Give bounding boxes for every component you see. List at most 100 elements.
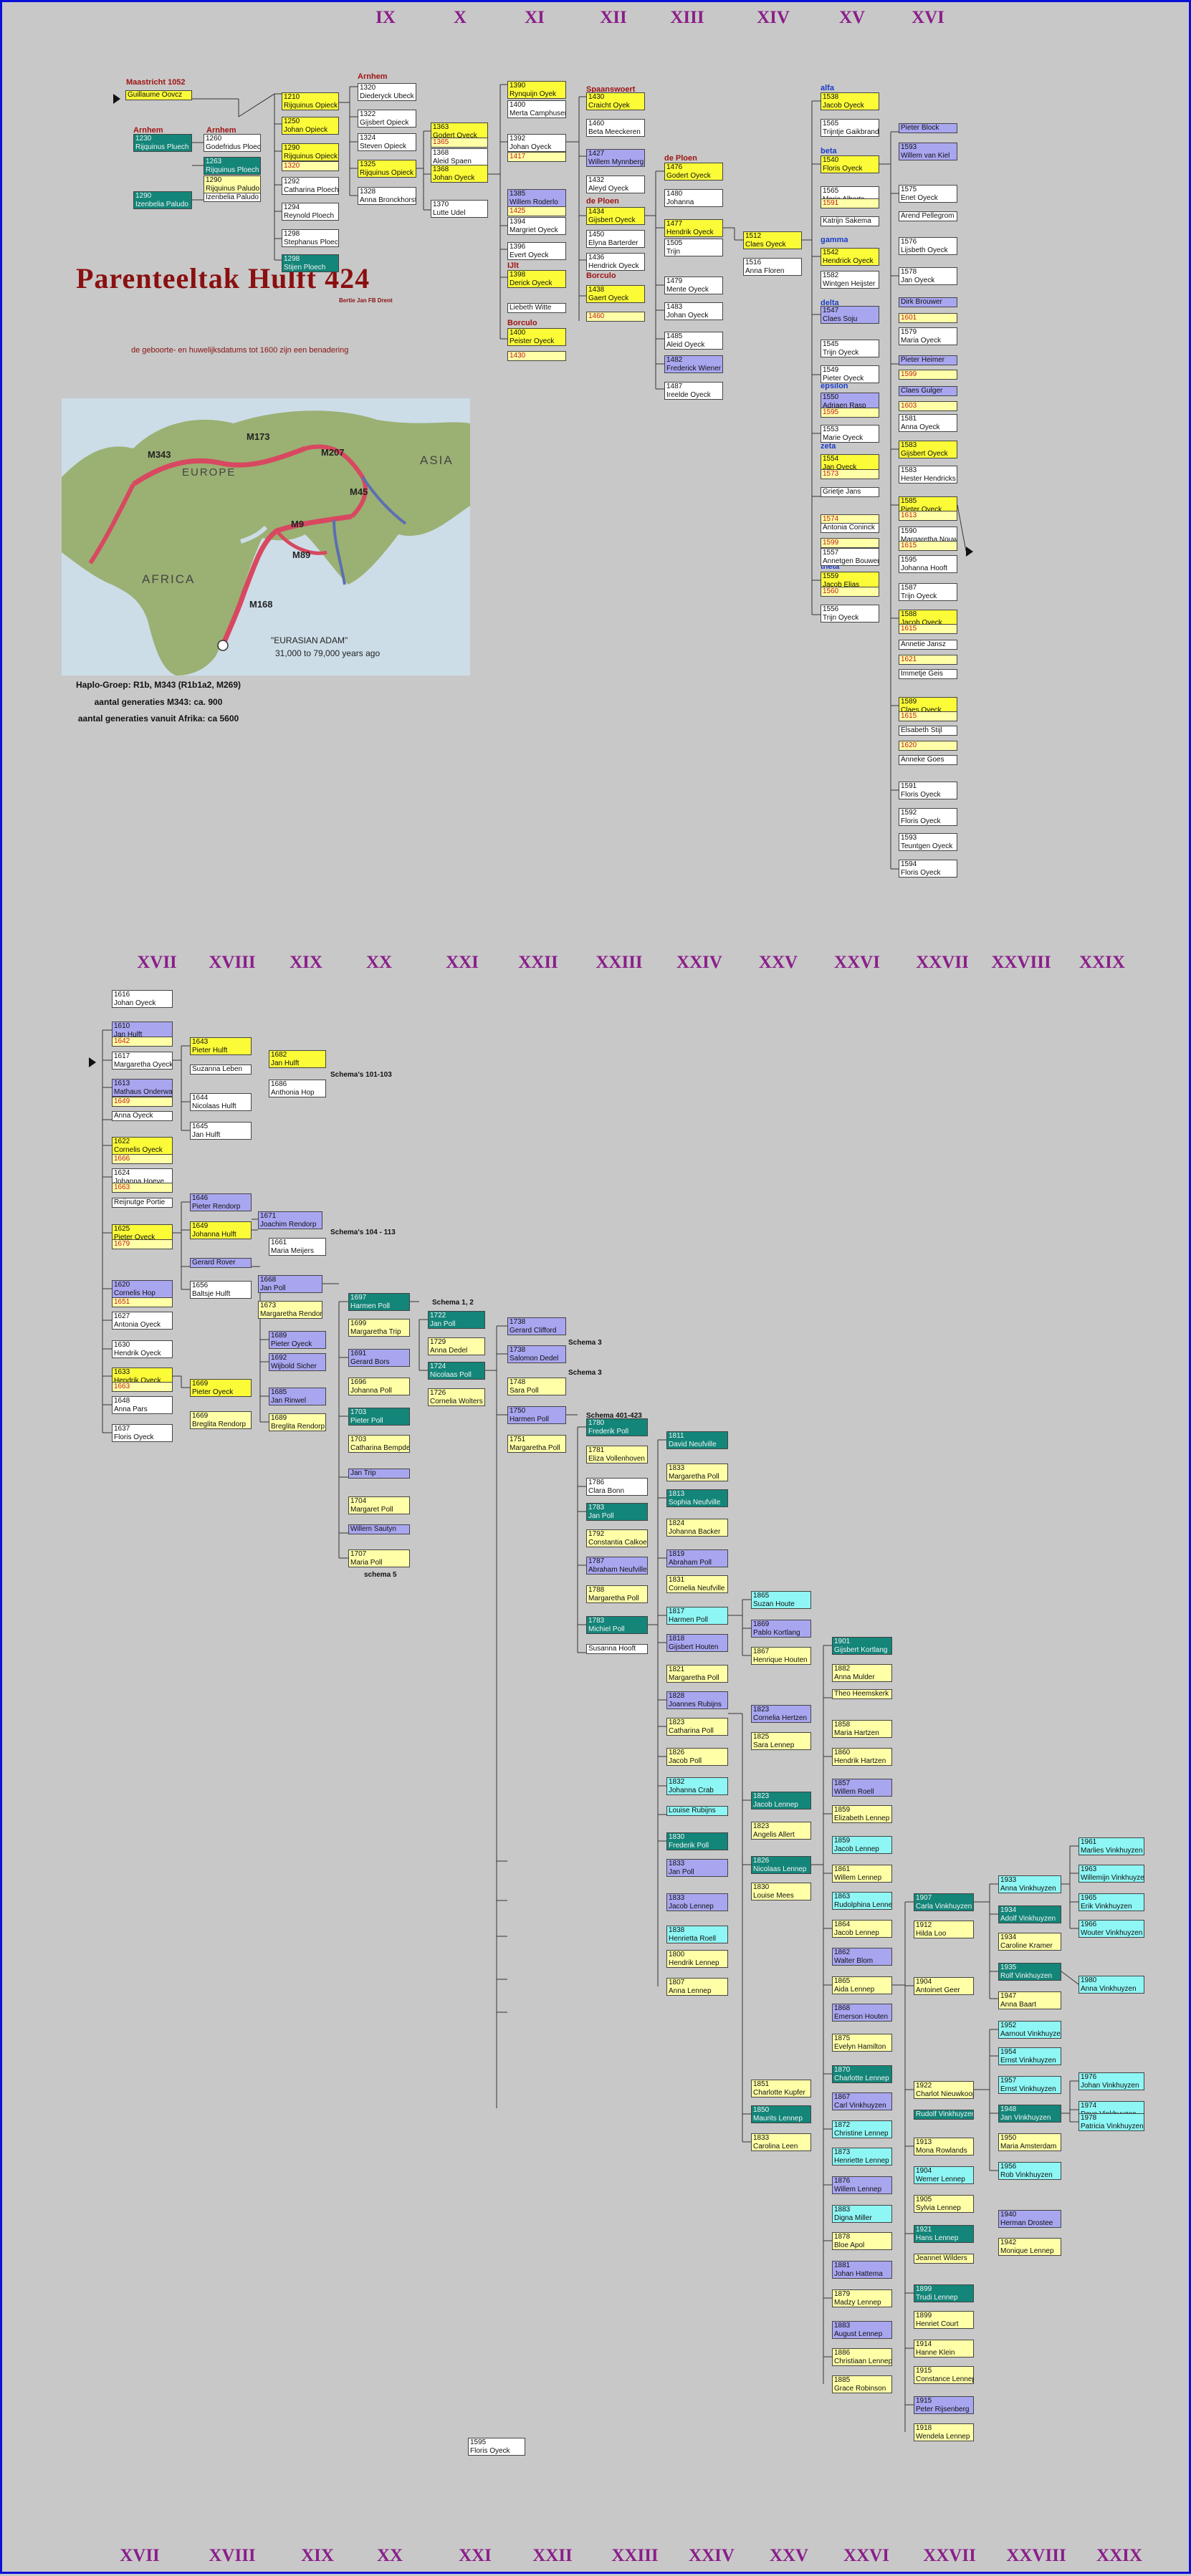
person-year: 1792 xyxy=(588,1530,605,1538)
person-box: 1692 Wijbold Sicher xyxy=(269,1353,326,1371)
person-year: 1550 xyxy=(823,393,839,401)
person-name: Margriet Oyeck xyxy=(510,226,558,234)
person-box: 1460 xyxy=(586,312,645,322)
person-name: Teuntgen Oyeck xyxy=(901,842,953,850)
person-box: Claes Gulger xyxy=(899,386,957,396)
person-box: 1642 xyxy=(112,1037,173,1047)
person-box: 1691 Gerard Bors xyxy=(348,1349,410,1367)
person-year: 1952 xyxy=(1000,2022,1017,2029)
person-year: 1963 xyxy=(1081,1865,1097,1873)
person-box: 1487 Ireelde Oyeck xyxy=(664,382,723,400)
person-name: Trudi Lennep xyxy=(916,2294,958,2302)
person-box: 1482 Frederick Wiener xyxy=(664,355,723,373)
person-box: 1912 Hilda Loo xyxy=(914,1921,974,1938)
person-box: 1630 Hendrik Oyeck xyxy=(112,1340,173,1358)
person-name: Marie Oyeck xyxy=(823,434,864,442)
person-box: 1830 Louise Mees xyxy=(751,1883,811,1900)
person-year: 1637 xyxy=(114,1425,130,1433)
person-name: Ernst Vinkhuyzen xyxy=(1000,2085,1056,2093)
person-year: 1942 xyxy=(1000,2239,1017,2246)
person-name: Henrietta Roell xyxy=(669,1935,717,1943)
route-east xyxy=(305,444,368,519)
person-year: 1320 xyxy=(360,84,376,92)
person-name: Catharina Ploech xyxy=(284,186,339,194)
person-name: Elizabeth Lennep xyxy=(834,1815,890,1822)
person-name: Marlies Vinkhuyzen xyxy=(1081,1847,1143,1855)
person-name: Baltsje Hulft xyxy=(192,1290,231,1298)
generation-header: XI xyxy=(525,8,545,27)
person-year: 1625 xyxy=(114,1225,130,1233)
person-name: Patricia Vinkhuyzen xyxy=(1081,2123,1144,2130)
person-year: 1828 xyxy=(669,1692,685,1700)
person-name: Emerson Houten xyxy=(834,2013,889,2021)
person-year: 1918 xyxy=(916,2424,932,2432)
person-year: 1830 xyxy=(753,1883,770,1891)
person-box: 1824 Johanna Backer xyxy=(666,1519,728,1537)
person-name: Reynold Ploech xyxy=(284,212,335,220)
person-name: Rudolf Vinkhuyzen xyxy=(916,2110,974,2118)
origin-marker xyxy=(217,640,229,651)
person-name: Jan Poll xyxy=(260,1284,286,1292)
red-sea xyxy=(240,525,268,544)
person-name: Pieter Block xyxy=(901,124,939,132)
person-year: 1392 xyxy=(510,135,526,143)
person-year: 1479 xyxy=(666,277,683,285)
person-box: 1935 Rolf Vinkhuyzen xyxy=(998,1963,1061,1981)
person-year: 1553 xyxy=(823,426,839,433)
person-year: 1595 xyxy=(823,408,839,416)
person-year: 1582 xyxy=(823,271,839,279)
person-box: 1550 Adriaen Rasp xyxy=(821,393,879,410)
person-name: Jan Oyeck xyxy=(823,463,857,471)
person-name: Wouter Vinkhuyzen xyxy=(1081,1929,1143,1937)
person-year: 1476 xyxy=(666,163,683,171)
person-year: 1590 xyxy=(901,527,917,535)
person-box: 1368 Aleid Spaen xyxy=(431,148,488,166)
person-box: 1823 Cornelia Hertzen xyxy=(751,1705,811,1723)
person-name: Craicht Oyek xyxy=(588,102,630,110)
person-name: Wijbold Sicher xyxy=(271,1363,317,1370)
person-box: 1978 Patricia Vinkhuyzen xyxy=(1078,2113,1144,2131)
greek-label: delta xyxy=(821,299,839,307)
person-year: 1578 xyxy=(901,268,917,276)
person-box: 1583 Gijsbert Oyeck xyxy=(899,441,957,458)
person-box: 1863 Rudolphina Lennep xyxy=(832,1892,892,1910)
person-name: Antonia Coninck xyxy=(823,524,875,532)
person-year: 1865 xyxy=(834,1977,851,1985)
person-name: Maria Amsterdam xyxy=(1000,2143,1057,2150)
person-year: 1751 xyxy=(510,1436,526,1443)
person-year: 1292 xyxy=(284,178,300,186)
person-year: 1438 xyxy=(588,286,605,294)
generation-header: XXIII xyxy=(611,2546,659,2565)
generation-header: XX xyxy=(365,953,393,972)
person-year: 1556 xyxy=(823,605,839,613)
person-year: 1860 xyxy=(834,1749,851,1756)
person-year: 1869 xyxy=(753,1620,770,1628)
person-box: 1823 Catharina Poll xyxy=(666,1718,728,1736)
person-name: Evelyn Hamilton xyxy=(834,2043,886,2051)
person-name: Joannes Rubijns xyxy=(669,1701,722,1708)
generation-header: XXVIII xyxy=(991,953,1051,972)
person-year: 1591 xyxy=(823,199,839,207)
person-year: 1294 xyxy=(284,203,300,211)
person-name: Breglita Rendorp xyxy=(271,1423,325,1431)
person-box: 1833 Margaretha Poll xyxy=(666,1464,728,1481)
person-name: Gerard Clifford xyxy=(510,1327,557,1335)
person-name: Willem Lennep xyxy=(834,2186,882,2193)
person-name: Trijn Oyeck xyxy=(823,349,859,357)
person-year: 1587 xyxy=(901,584,917,592)
person-year: 1450 xyxy=(588,231,605,239)
person-year: 1613 xyxy=(901,511,917,519)
person-name: Jan Vinkhuyzen xyxy=(1000,2114,1051,2122)
person-name: Hendrik Oyeck xyxy=(114,1350,161,1357)
place-label: de Ploen xyxy=(664,154,697,163)
person-name: Anna Vinkhuyzen xyxy=(1000,1885,1056,1893)
person-year: 1516 xyxy=(745,259,762,266)
place-label: Arnhem xyxy=(133,126,163,135)
generation-header: XXVI xyxy=(843,2546,889,2565)
person-year: 1823 xyxy=(753,1706,770,1714)
person-year: 1689 xyxy=(271,1332,287,1340)
person-year: 1823 xyxy=(753,1792,770,1800)
person-year: 1394 xyxy=(510,218,526,226)
person-box: 1512 Claes Oyeck xyxy=(743,231,802,249)
person-box: 1882 Anna Mulder xyxy=(832,1664,892,1682)
